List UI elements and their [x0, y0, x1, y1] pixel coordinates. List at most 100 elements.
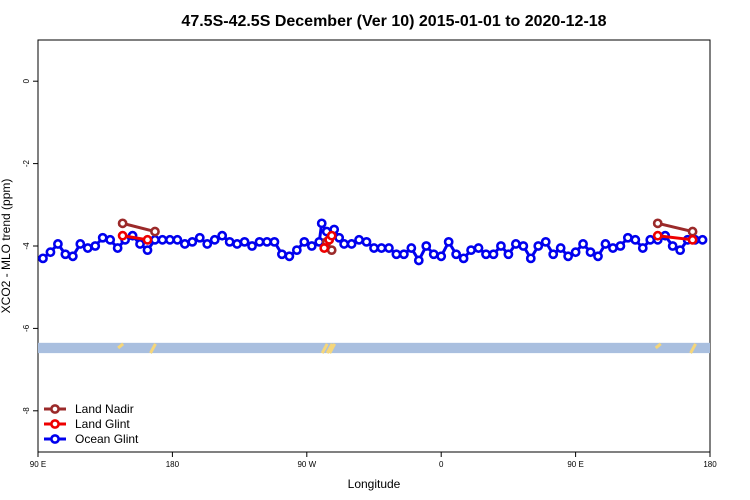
data-point [112, 243, 123, 253]
data-point [135, 239, 145, 249]
data-point [299, 236, 310, 247]
data-point [503, 249, 514, 260]
data-point [675, 245, 686, 256]
data-point [630, 234, 641, 245]
data-point [384, 243, 394, 253]
coverage-mark [654, 342, 662, 350]
data-point [481, 249, 491, 260]
data-point [667, 241, 678, 251]
data-point [563, 251, 574, 262]
x-tick-label: 90 W [297, 460, 316, 469]
data-point [570, 247, 581, 258]
data-point [645, 234, 656, 245]
data-point [75, 239, 86, 249]
data-point [339, 239, 350, 249]
data-point [187, 236, 198, 247]
data-point [518, 241, 529, 251]
data-point [284, 251, 295, 262]
data-point [60, 249, 71, 260]
series-segment [657, 234, 693, 242]
chart-title: 47.5S-42.5S December (Ver 10) 2015-01-01… [181, 13, 606, 30]
data-point [585, 247, 596, 258]
data-point [540, 236, 551, 247]
data-point [232, 239, 243, 249]
data-point [172, 234, 183, 245]
coverage-band [38, 342, 710, 354]
y-tick-label: -4 [22, 242, 31, 250]
data-point [615, 241, 626, 251]
data-point [150, 226, 160, 237]
data-point [82, 243, 93, 253]
data-point [525, 253, 536, 264]
data-point [142, 234, 153, 245]
data-point [202, 239, 213, 249]
x-tick-label: 180 [166, 460, 180, 469]
data-point [262, 236, 272, 247]
data-point [510, 239, 521, 249]
data-point [533, 241, 544, 251]
data-point [306, 241, 317, 251]
data-point [697, 234, 708, 245]
legend-label: Land Glint [75, 417, 130, 431]
data-point [555, 243, 566, 253]
data-point [142, 245, 153, 256]
data-point [443, 236, 454, 247]
coverage-mark [328, 343, 337, 354]
data-point [247, 241, 257, 251]
series-segment [657, 221, 693, 234]
data-point [369, 243, 379, 253]
data-point [316, 218, 327, 229]
y-tick-label: -8 [22, 407, 31, 415]
data-point [53, 239, 63, 249]
y-tick-label: -2 [22, 159, 31, 167]
data-point [608, 243, 618, 253]
data-point [687, 234, 698, 245]
y-axis-label: XCO2 - MLO trend (ppm) [0, 179, 13, 314]
data-point [277, 249, 287, 260]
y-tick-label: -6 [22, 324, 31, 332]
x-tick-label: 180 [703, 460, 717, 469]
series-layer [38, 218, 708, 266]
data-point [157, 234, 168, 245]
data-point [326, 230, 337, 241]
data-point [578, 239, 588, 249]
data-point [687, 226, 698, 237]
data-point [458, 253, 469, 264]
series-segment [122, 221, 156, 234]
data-point [451, 249, 462, 260]
data-point [165, 234, 175, 245]
data-point [38, 253, 48, 264]
data-point [436, 251, 447, 262]
y-tick-label: 0 [22, 78, 31, 83]
data-point [600, 239, 611, 249]
data-point [67, 251, 78, 262]
data-point [117, 218, 128, 229]
data-point [209, 234, 220, 245]
data-point [652, 218, 663, 229]
data-point [473, 243, 484, 253]
x-axis: 90 E 180 90 W 0 90 E 180 [30, 452, 717, 469]
coverage-mark [689, 343, 697, 354]
data-point [150, 234, 160, 245]
data-point [239, 236, 250, 247]
coverage-mark [117, 342, 125, 350]
x-tick-label: 90 E [567, 460, 583, 469]
data-point [593, 251, 603, 262]
data-point [637, 243, 648, 253]
data-point [413, 255, 424, 266]
y-axis: 0 -2 -4 -6 -8 [22, 78, 38, 414]
data-point [548, 249, 559, 260]
data-point [97, 232, 108, 243]
data-point [217, 230, 228, 241]
data-point [354, 234, 364, 245]
coverage-mark [149, 343, 157, 354]
legend-marker [50, 434, 60, 444]
data-point [224, 236, 235, 247]
data-point [488, 249, 499, 260]
legend-marker [50, 419, 60, 429]
data-point [105, 234, 116, 245]
x-tick-label: 90 E [30, 460, 46, 469]
data-point [319, 243, 330, 253]
